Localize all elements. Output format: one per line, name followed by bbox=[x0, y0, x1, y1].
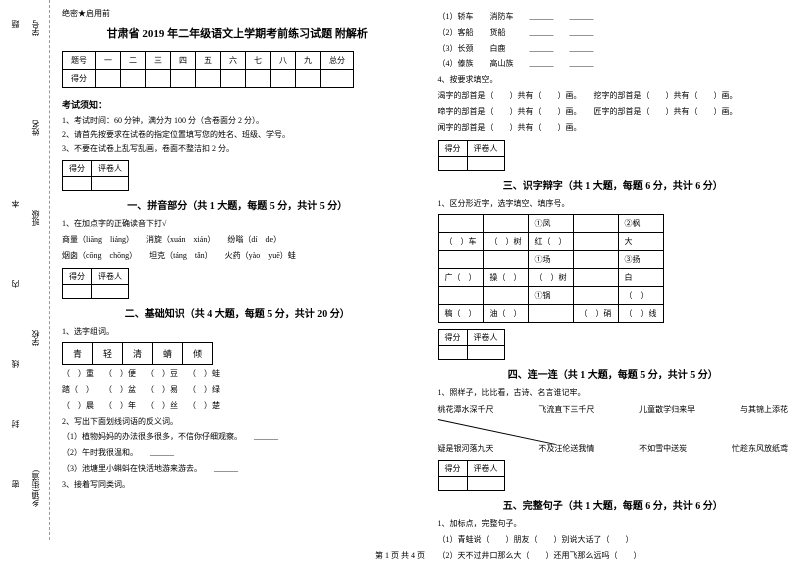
instr-2: 2、请首先按要求在试卷的指定位置填写您的姓名、班级、学号。 bbox=[62, 129, 413, 140]
rt-r3: 闻字的部首是（ ）共有（ ）画。 bbox=[438, 122, 789, 135]
vextra-0: 题 bbox=[10, 20, 21, 28]
rt-2: （2）客船 货船 ______ ______ bbox=[438, 27, 789, 40]
q2-1: 1、选字组词。 bbox=[62, 326, 413, 339]
char-choice-table: 青轻清蜻倾 bbox=[62, 342, 213, 365]
rt-r1: 渴字的部首是（ ）共有（ ）画。 挖字的部首是（ ）共有（ ）画。 bbox=[438, 90, 789, 103]
lian-row-1: 桃花潭水深千尺飞流直下三千尺儿童散学归来早与其锦上添花 bbox=[438, 404, 789, 415]
vlabel-class: 班级 bbox=[30, 210, 41, 226]
vlabel-id: 学号 bbox=[30, 20, 41, 36]
q2-2c: （3）池塘里小蝌蚪在快活地游来游去。 ______ bbox=[62, 463, 413, 476]
section-5-title: 五、完整句子（共 1 大题，每题 6 分，共计 6 分） bbox=[438, 497, 789, 512]
q2-2: 2、写出下面划线词语的反义词。 bbox=[62, 416, 413, 429]
rt-3: （3）长颈 白鹿 ______ ______ bbox=[438, 43, 789, 56]
pair-row-1: （ ）重（ ）便（ ）豆（ ）蛙 bbox=[62, 368, 413, 381]
vlabel-school: 学校 bbox=[30, 330, 41, 346]
q2-3: 3、接着写同类词。 bbox=[62, 479, 413, 492]
score-value-row: 得分 bbox=[63, 70, 354, 88]
vextra-2: 内 bbox=[10, 280, 21, 288]
vextra-4: 封 bbox=[10, 420, 21, 428]
grader-box-2: 得分评卷人 bbox=[62, 268, 129, 299]
char-grid: ①凤②枫 （ ）车（ ）树红（ ）大 ①场③扬 广（ ）操（ ）（ ）树白 ①锅… bbox=[438, 214, 664, 323]
vextra-3: 线 bbox=[10, 360, 21, 368]
q1-1: 1、在加点字的正确读音下打√ bbox=[62, 218, 413, 231]
vextra-5: 密 bbox=[10, 480, 21, 488]
score-table: 题号一二三四五六七八九总分 得分 bbox=[62, 51, 354, 88]
q1-row1: 商量（liāng liáng） 消旋（xuán xián） 纷嗡（dí de） bbox=[62, 234, 413, 247]
grader-box-3: 得分评卷人 bbox=[438, 140, 505, 171]
score-header-row: 题号一二三四五六七八九总分 bbox=[63, 52, 354, 70]
binding-sidebar: 学号 姓名 班级 学校 乡镇(街道) 题 本 内 线 封 密 bbox=[0, 0, 50, 540]
secret-label: 绝密★启用前 bbox=[62, 8, 413, 19]
q5-1: 1、加标点，完整句子。 bbox=[438, 518, 789, 531]
vlabel-name: 姓名 bbox=[30, 120, 41, 136]
section-4-title: 四、连一连（共 1 大题，每题 5 分，共计 5 分） bbox=[438, 366, 789, 381]
rt-1: （1）轿车 消防车 ______ ______ bbox=[438, 11, 789, 24]
q4-1: 1、照样子，比比看，古诗、名言谁记牢。 bbox=[438, 387, 789, 400]
rt-r2: 啼字的部首是（ ）共有（ ）画。 匠字的部首是（ ）共有（ ）画。 bbox=[438, 106, 789, 119]
section-1-title: 一、拼音部分（共 1 大题，每题 5 分，共计 5 分） bbox=[62, 197, 413, 212]
rt-q4: 4、按要求填空。 bbox=[438, 74, 789, 87]
instructions-heading: 考试须知： bbox=[62, 98, 413, 111]
section-2-title: 二、基础知识（共 4 大题，每题 5 分，共计 20 分） bbox=[62, 305, 413, 320]
grader-box-1: 得分评卷人 bbox=[62, 160, 129, 191]
pair-row-2: 踏（ ）（ ）盆（ ）易（ ）绿 bbox=[62, 384, 413, 397]
rt-4: （4）傣族 高山族 ______ ______ bbox=[438, 58, 789, 71]
page-footer: 第 1 页 共 4 页 bbox=[0, 550, 800, 561]
lian-row-2: 疑是银河落九天不及汪伦送我情不如雪中送炭忙趁东风放纸鸢 bbox=[438, 443, 789, 454]
q3-1: 1、区分形近字，选字填空、填序号。 bbox=[438, 198, 789, 211]
q5-a: （1）青蛙说（ ）朋友（ ）别说大话了（ ） bbox=[438, 534, 789, 547]
grader-box-5: 得分评卷人 bbox=[438, 460, 505, 491]
exam-title: 甘肃省 2019 年二年级语文上学期考前练习试题 附解析 bbox=[62, 25, 413, 41]
grader-box-4: 得分评卷人 bbox=[438, 329, 505, 360]
right-column: （1）轿车 消防车 ______ ______ （2）客船 货船 ______ … bbox=[426, 0, 800, 540]
left-column: 绝密★启用前 甘肃省 2019 年二年级语文上学期考前练习试题 附解析 题号一二… bbox=[50, 0, 425, 540]
pair-row-3: （ ）晨（ ）年（ ）丝（ ）楚 bbox=[62, 400, 413, 413]
q1-row2: 烟囱（cōng chōng） 坦克（táng tǎn） 火药（yào yuē）蛙 bbox=[62, 250, 413, 263]
q2-2a: （1）植物妈妈的办法很多很多，不信你仔细观察。 ______ bbox=[62, 431, 413, 444]
instr-1: 1、考试时间：60 分钟，满分为 100 分（含卷面分 2 分）。 bbox=[62, 115, 413, 126]
vlabel-town: 乡镇(街道) bbox=[30, 470, 41, 507]
match-line-icon bbox=[438, 419, 538, 439]
page: 学号 姓名 班级 学校 乡镇(街道) 题 本 内 线 封 密 绝密★启用前 甘肃… bbox=[0, 0, 800, 540]
instr-3: 3、不要在试卷上乱写乱画，卷面不整洁扣 2 分。 bbox=[62, 143, 413, 154]
q2-2b: （2）午时我很温和。 ______ bbox=[62, 447, 413, 460]
vextra-1: 本 bbox=[10, 200, 21, 208]
section-3-title: 三、识字辩字（共 1 大题，每题 6 分，共计 6 分） bbox=[438, 177, 789, 192]
